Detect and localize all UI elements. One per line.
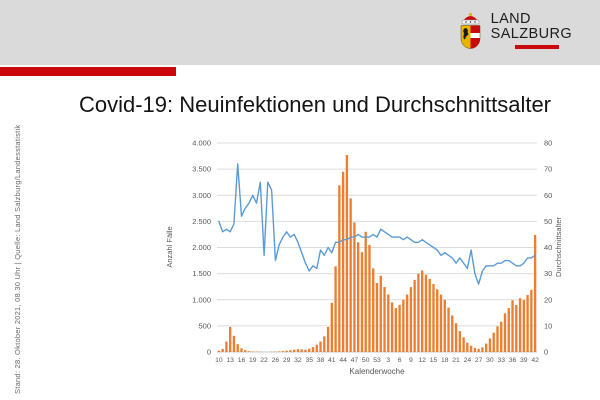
svg-text:1.500: 1.500	[192, 269, 211, 278]
svg-text:0: 0	[544, 348, 548, 357]
svg-text:42: 42	[531, 357, 539, 364]
svg-text:40: 40	[544, 243, 552, 252]
svg-text:80: 80	[544, 139, 552, 148]
svg-text:20: 20	[544, 295, 552, 304]
svg-text:2.500: 2.500	[192, 217, 211, 226]
svg-text:53: 53	[373, 357, 381, 364]
svg-text:13: 13	[226, 357, 234, 364]
svg-text:47: 47	[351, 357, 359, 364]
svg-text:44: 44	[339, 357, 347, 364]
age-line	[218, 163, 536, 285]
left-axis-title: Anzahl Fälle	[165, 226, 174, 267]
svg-text:24: 24	[464, 357, 472, 364]
svg-text:60: 60	[544, 191, 552, 200]
salzburg-coat-of-arms-icon	[458, 12, 483, 57]
svg-text:500: 500	[198, 321, 211, 330]
svg-text:3.000: 3.000	[192, 191, 211, 200]
svg-text:50: 50	[362, 357, 370, 364]
axis-tick-labels: 0 0 500 10 1.000 20 1.500 30 2.000 40 2.500 50 3.000…	[192, 139, 552, 364]
svg-text:41: 41	[328, 357, 336, 364]
svg-text:38: 38	[317, 357, 325, 364]
svg-text:3: 3	[386, 357, 390, 364]
right-axis-title: Durchschnittsalter	[554, 216, 563, 277]
svg-text:0: 0	[207, 348, 211, 357]
svg-text:15: 15	[430, 357, 438, 364]
x-axis-title: Kalenderwoche	[349, 367, 405, 376]
svg-text:30: 30	[544, 269, 552, 278]
svg-text:35: 35	[305, 357, 313, 364]
svg-text:29: 29	[283, 357, 291, 364]
svg-text:70: 70	[544, 165, 552, 174]
land-salzburg-logo: LAND SALZBURG	[458, 12, 572, 57]
svg-text:30: 30	[486, 357, 494, 364]
svg-text:2.000: 2.000	[192, 243, 211, 252]
page-title: Covid-19: Neuinfektionen und Durchschnit…	[78, 92, 552, 117]
svg-text:50: 50	[544, 217, 552, 226]
svg-text:27: 27	[475, 357, 483, 364]
svg-text:19: 19	[249, 357, 257, 364]
svg-text:10: 10	[544, 321, 552, 330]
logo-red-underline	[514, 45, 559, 49]
svg-text:22: 22	[260, 357, 268, 364]
svg-text:1.000: 1.000	[192, 295, 211, 304]
svg-text:18: 18	[441, 357, 449, 364]
header-band	[0, 0, 600, 65]
svg-text:6: 6	[398, 357, 402, 364]
svg-text:10: 10	[215, 357, 223, 364]
svg-text:9: 9	[409, 357, 413, 364]
logo-text-salzburg: SALZBURG	[490, 26, 572, 42]
svg-text:12: 12	[418, 357, 426, 364]
svg-text:21: 21	[452, 357, 460, 364]
red-accent-bar	[0, 67, 176, 76]
svg-text:26: 26	[272, 357, 280, 364]
svg-text:16: 16	[238, 357, 246, 364]
svg-text:33: 33	[497, 357, 505, 364]
svg-text:32: 32	[294, 357, 302, 364]
cases-bars	[217, 155, 537, 352]
svg-text:3.500: 3.500	[192, 165, 211, 174]
svg-text:4.000: 4.000	[192, 139, 211, 148]
logo-text-land: LAND	[490, 11, 531, 27]
svg-text:39: 39	[520, 357, 528, 364]
svg-text:36: 36	[509, 357, 517, 364]
